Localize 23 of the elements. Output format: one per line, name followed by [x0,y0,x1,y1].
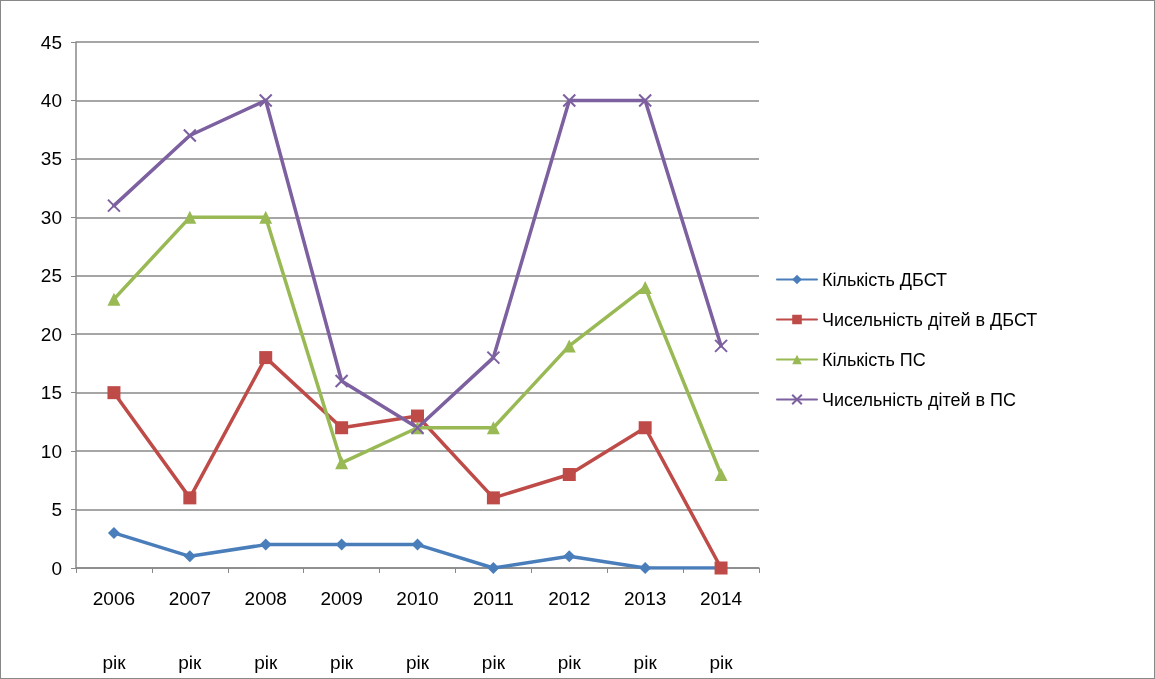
y-tick-label: 5 [51,499,62,521]
category-label: 2007 рік [168,587,211,673]
y-tick-label: 45 [40,31,62,53]
y-tick-label: 20 [40,323,62,345]
category-label: 2013 рік [624,587,667,673]
y-tick-label: 0 [51,557,62,579]
category-label: 2006 рік [92,587,136,673]
legend-label: Чисельність дітей в ПС [822,389,1017,410]
category-label: 2011 рік [472,587,514,673]
y-tick-label: 35 [40,148,62,170]
category-label: 2009 рік [320,587,363,673]
legend-label: Кількість ДБСТ [822,269,948,290]
y-tick-label: 15 [40,382,62,404]
legend-label: Чисельність дітей в ДБСТ [822,309,1038,330]
y-tick-label: 10 [40,440,62,462]
category-label: 2012 рік [548,587,591,673]
category-label: 2014 рік [699,587,743,673]
legend-label: Кількість ПС [822,349,926,370]
y-tick-label: 30 [40,206,62,228]
y-tick-label: 25 [40,265,62,287]
category-label: 2008 рік [244,587,287,673]
y-tick-label: 40 [40,89,62,111]
category-label: 2010 рік [396,587,439,673]
